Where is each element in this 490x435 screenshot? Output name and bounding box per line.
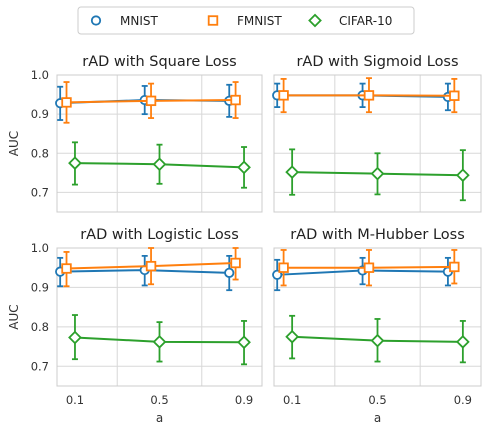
data-point-cifar-10 — [237, 160, 251, 175]
y-tick-label: 1.0 — [31, 241, 49, 255]
plot-frame — [273, 74, 482, 213]
data-point-fmnist — [61, 97, 72, 108]
data-point-cifar-10 — [285, 165, 300, 179]
x-tick-label: 0.5 — [368, 393, 386, 407]
legend-label-cifar-10: CIFAR-10 — [339, 14, 392, 28]
data-point-fmnist — [363, 90, 375, 101]
panel-3: rAD with Logistic Loss 0.7 0.8 0.9 1.0 AUC 0.1… — [7, 227, 263, 425]
data-point-fmnist — [230, 257, 241, 269]
data-point-fmnist — [230, 94, 241, 106]
series-cifar-10 — [68, 314, 251, 366]
series-mnist — [272, 82, 454, 112]
data-point-fmnist — [363, 262, 375, 273]
data-point-cifar-10 — [152, 334, 167, 349]
legend-marker-fmnist — [207, 15, 219, 26]
legend-item-mnist: MNIST — [90, 14, 158, 28]
y-axis-label: AUC — [7, 304, 21, 329]
legend-frame — [77, 6, 415, 35]
series-fmnist — [278, 77, 460, 114]
series-fmnist — [278, 249, 460, 287]
plot-frame — [56, 74, 263, 213]
series-cifar-10 — [68, 141, 251, 189]
plot-frame — [273, 247, 482, 387]
data-point-cifar-10 — [455, 168, 470, 183]
plot-frame — [56, 247, 263, 387]
y-tick-label: 0.7 — [31, 359, 49, 373]
data-point-mnist — [224, 267, 235, 278]
x-tick-label: 0.5 — [150, 393, 168, 407]
x-tick-label: 0.9 — [454, 393, 472, 407]
data-point-fmnist — [61, 263, 72, 274]
y-axis-label: AUC — [7, 131, 21, 156]
series-fmnist — [61, 81, 241, 124]
panel-4: rAD with M-Hubber Loss 0.1 0.5 0.9 a — [272, 227, 482, 425]
x-tick-label: 0.1 — [283, 393, 301, 407]
series-mnist — [55, 254, 235, 292]
y-tick-label: 1.0 — [31, 68, 49, 82]
data-point-fmnist — [449, 90, 460, 101]
data-point-cifar-10 — [370, 166, 385, 181]
panel-title: rAD with M-Hubber Loss — [290, 227, 465, 243]
legend: MNIST FMNIST CIFAR-10 — [77, 6, 415, 35]
panel-title: rAD with Square Loss — [82, 54, 237, 70]
legend-label-mnist: MNIST — [120, 14, 158, 28]
data-point-cifar-10 — [68, 156, 82, 170]
panel-title: rAD with Logistic Loss — [80, 227, 239, 243]
panel-2: rAD with Sigmoid Loss — [272, 54, 482, 213]
legend-item-fmnist: FMNIST — [207, 14, 282, 28]
series-mnist — [272, 256, 454, 292]
data-point-fmnist — [145, 95, 157, 107]
legend-marker-cifar-10 — [308, 13, 322, 28]
y-tick-label: 0.8 — [31, 320, 49, 334]
data-point-cifar-10 — [370, 333, 385, 348]
x-tick-label: 0.9 — [235, 393, 253, 407]
x-axis-label: a — [374, 411, 381, 425]
data-point-cifar-10 — [68, 330, 82, 345]
panel-1: rAD with Square Loss 0.7 0.8 0.9 1.0 AUC — [7, 54, 263, 213]
data-point-fmnist — [278, 262, 289, 273]
series-fmnist — [61, 247, 241, 288]
data-point-fmnist — [449, 261, 460, 273]
data-point-cifar-10 — [455, 334, 470, 349]
y-tick-label: 0.7 — [31, 185, 49, 199]
legend-item-cifar-10: CIFAR-10 — [308, 13, 392, 28]
legend-label-fmnist: FMNIST — [237, 14, 282, 28]
series-cifar-10 — [285, 148, 470, 202]
legend-marker-mnist — [90, 15, 102, 26]
x-axis-label: a — [156, 411, 163, 425]
data-point-cifar-10 — [237, 335, 251, 350]
series-cifar-10 — [285, 314, 470, 364]
data-point-cifar-10 — [152, 157, 167, 172]
data-point-fmnist — [278, 90, 289, 101]
y-tick-label: 0.9 — [31, 107, 49, 121]
y-tick-label: 0.9 — [31, 280, 49, 294]
x-tick-label: 0.1 — [66, 393, 84, 407]
data-point-cifar-10 — [285, 329, 300, 344]
data-point-fmnist — [145, 260, 157, 272]
y-tick-label: 0.8 — [31, 146, 49, 160]
panel-title: rAD with Sigmoid Loss — [296, 54, 458, 70]
